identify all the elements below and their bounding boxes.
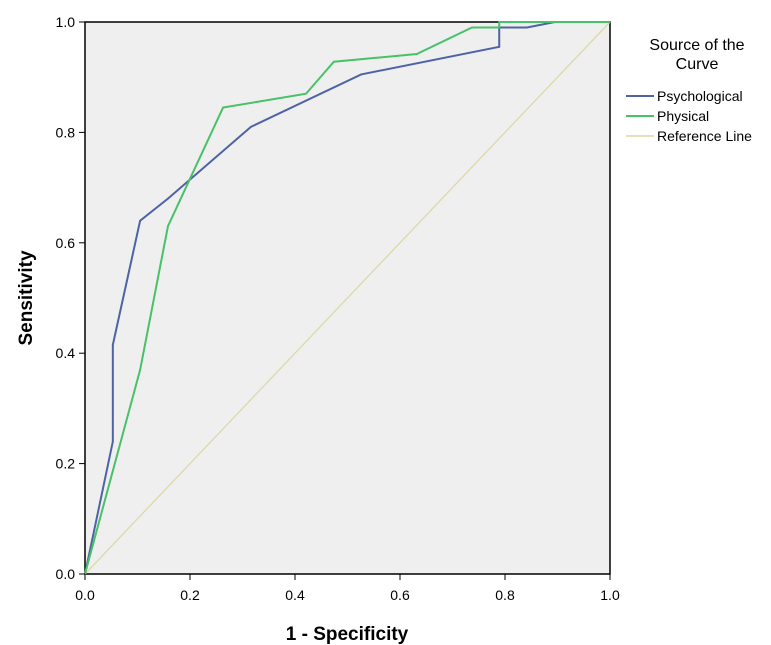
- y-tick-label: 0.8: [56, 124, 76, 140]
- y-axis-ticks: 0.0 0.2 0.4 0.6 0.8 1.0: [56, 14, 85, 582]
- series-line-physical: [84, 21, 610, 575]
- x-tick-label: 0.8: [495, 587, 515, 603]
- x-tick-label: 0.0: [75, 587, 95, 603]
- legend-items: Psychological Physical Reference Line: [626, 88, 752, 144]
- legend-title-line-1: Source of the: [649, 37, 744, 54]
- series-line-reference-line: [84, 21, 611, 575]
- x-tick-label: 1.0: [600, 587, 620, 603]
- y-tick-label: 0.0: [56, 566, 76, 582]
- legend-label-physical: Physical: [657, 108, 709, 124]
- legend-label-psychological: Psychological: [657, 88, 743, 104]
- y-tick-label: 0.4: [56, 345, 76, 361]
- legend-label-reference-line: Reference Line: [657, 128, 752, 144]
- y-tick-label: 0.2: [56, 456, 76, 472]
- legend-title-line-2: Curve: [676, 56, 719, 73]
- x-axis-ticks: 0.0 0.2 0.4 0.6 0.8 1.0: [75, 574, 620, 603]
- x-axis-title: 1 - Specificity: [286, 624, 409, 645]
- y-axis-title: Sensitivity: [16, 250, 37, 345]
- y-tick-label: 1.0: [56, 14, 76, 30]
- legend: Source of the Curve Psychological Physica…: [626, 37, 752, 144]
- x-tick-label: 0.6: [390, 587, 410, 603]
- y-tick-label: 0.6: [56, 235, 76, 251]
- x-tick-label: 0.4: [285, 587, 305, 603]
- series-layer: [84, 21, 611, 575]
- series-line-psychological: [84, 21, 610, 575]
- x-tick-label: 0.2: [180, 587, 200, 603]
